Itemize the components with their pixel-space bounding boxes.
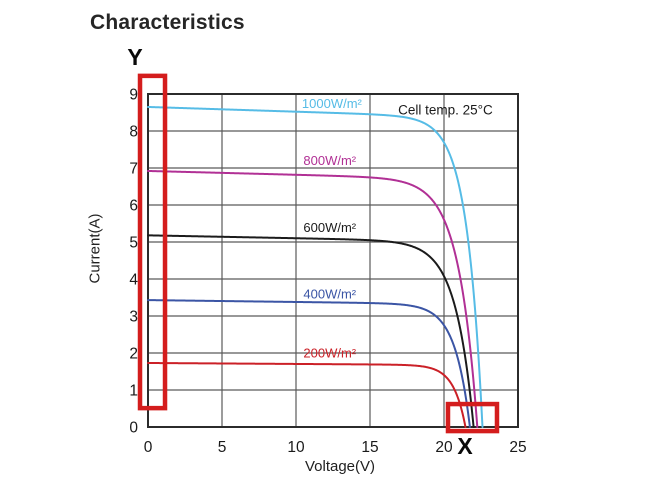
- x-tick-label: 0: [144, 439, 153, 456]
- x-tick-label: 15: [361, 439, 378, 456]
- series-label-600w: 600W/m²: [303, 220, 356, 235]
- x-tick-label: 5: [218, 439, 227, 456]
- curve-1000w: [147, 105, 484, 428]
- highlight-rect-x-axis-region: [445, 401, 500, 434]
- x-tick-label: 25: [509, 439, 526, 456]
- y-tick-label: 7: [129, 161, 138, 178]
- y-tick-label: 3: [129, 309, 138, 326]
- y-tick-label: 5: [129, 235, 138, 252]
- highlight-rect-y-axis-region: [137, 73, 168, 411]
- x-tick-label: 20: [435, 439, 453, 456]
- x-tick-label: 10: [287, 439, 305, 456]
- cell-temp-note: Cell temp. 25°C: [398, 102, 493, 117]
- y-tick-label: 2: [129, 346, 138, 363]
- series-label-1000w: 1000W/m²: [302, 96, 363, 111]
- curve-400w: [147, 299, 471, 428]
- y-tick-label: 1: [129, 383, 138, 400]
- y-axis-marker-label: Y: [127, 44, 143, 70]
- series-label-400w: 400W/m²: [303, 287, 356, 302]
- series-label-800w: 800W/m²: [303, 153, 356, 168]
- curve-600w: [147, 234, 475, 428]
- curve-200w: [147, 361, 467, 428]
- curve-800w: [147, 169, 479, 428]
- y-tick-label: 0: [129, 420, 138, 437]
- plot-border: [147, 93, 519, 428]
- y-tick-label: 9: [129, 87, 138, 104]
- y-tick-label: 4: [129, 272, 138, 289]
- page-title: Characteristics: [90, 11, 245, 34]
- x-axis-marker-label: X: [457, 433, 473, 459]
- x-axis-title: Voltage(V): [304, 458, 376, 475]
- y-tick-label: 6: [129, 198, 138, 215]
- y-tick-label: 8: [129, 124, 138, 141]
- series-label-200w: 200W/m²: [303, 345, 356, 360]
